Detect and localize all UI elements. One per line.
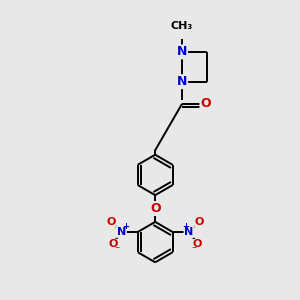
Text: ⁻: ⁻ <box>114 245 119 255</box>
Text: O: O <box>106 217 116 226</box>
Text: O: O <box>193 239 202 250</box>
Text: O: O <box>108 239 118 250</box>
Text: ⁻: ⁻ <box>191 245 196 255</box>
Text: O: O <box>150 202 160 215</box>
Text: +: + <box>182 222 189 231</box>
Text: CH₃: CH₃ <box>171 21 193 31</box>
Text: N: N <box>177 75 187 88</box>
Text: N: N <box>117 227 126 237</box>
Text: O: O <box>195 217 204 226</box>
Text: N: N <box>184 227 194 237</box>
Text: O: O <box>200 98 211 110</box>
Text: +: + <box>122 222 129 231</box>
Text: N: N <box>177 45 187 58</box>
